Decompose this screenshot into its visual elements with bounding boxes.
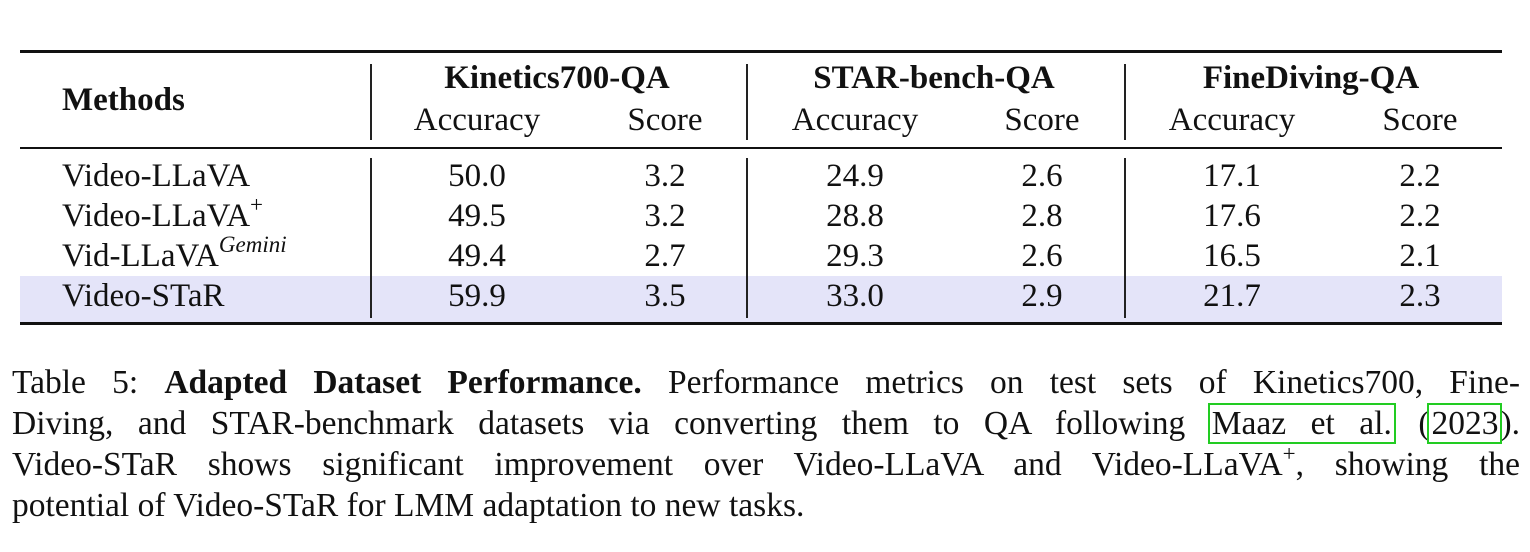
- column-header: Score: [627, 102, 703, 138]
- table-cell: 17.1: [1203, 158, 1261, 194]
- table-cell: 49.5: [448, 198, 506, 234]
- table-cell: 17.6: [1203, 198, 1261, 234]
- method-label: Video-LLaVA: [62, 158, 251, 194]
- column-divider: [746, 158, 748, 318]
- method-name: Video-LLaVA: [62, 156, 250, 196]
- table-cell: 3.2: [644, 198, 686, 234]
- table-cell: 2.6: [1021, 158, 1063, 194]
- method-name: Video-STaR: [62, 276, 225, 316]
- table-cell: 33.0: [826, 278, 884, 314]
- table-cell: 2.1: [1399, 238, 1441, 274]
- column-divider: [370, 158, 372, 318]
- method-label: Vid-LLaVA: [62, 238, 219, 274]
- caption-text: , showing the: [1295, 446, 1520, 483]
- caption-line: Video-STaR shows significant improvement…: [12, 441, 1520, 485]
- caption-line: potential of Video-STaR for LMM adaptati…: [12, 487, 805, 524]
- caption-text: ).: [1500, 405, 1521, 442]
- column-divider: [1124, 64, 1126, 140]
- method-superscript: +: [250, 192, 264, 217]
- column-divider: [746, 64, 748, 140]
- group-header: STAR-bench-QA: [813, 60, 1055, 96]
- method-superscript: Gemini: [218, 232, 287, 257]
- table-cell: 3.5: [644, 278, 686, 314]
- method-label: Video-STaR: [62, 278, 225, 314]
- table-cell: 59.9: [448, 278, 506, 314]
- caption-text: (: [1418, 405, 1430, 442]
- column-header: Accuracy: [791, 102, 919, 138]
- table-cell: 2.2: [1399, 198, 1441, 234]
- table-cell: 2.2: [1399, 158, 1441, 194]
- table-cell: 29.3: [826, 238, 884, 274]
- caption-line: Diving, and STAR-benchmark datasets via …: [12, 403, 1520, 444]
- table-cell: 2.9: [1021, 278, 1063, 314]
- method-name: Vid-LLaVAGemini: [62, 233, 287, 276]
- column-header: Accuracy: [413, 102, 541, 138]
- table-caption: Table 5: Adapted Dataset Performance. Pe…: [12, 362, 1520, 526]
- table-cell: 2.3: [1399, 278, 1441, 314]
- methods-header: Methods: [62, 82, 185, 118]
- table-cell: 2.6: [1021, 238, 1063, 274]
- caption-text: Performance metrics on test sets of Kine…: [667, 364, 1521, 401]
- caption-title: Adapted Dataset Performance.: [164, 364, 642, 401]
- group-header: Kinetics700-QA: [444, 60, 670, 96]
- table-cell: 24.9: [826, 158, 884, 194]
- table-cell: 3.2: [644, 158, 686, 194]
- bottom-rule: [20, 322, 1502, 325]
- table-cell: 2.8: [1021, 198, 1063, 234]
- citation-year-link[interactable]: 2023: [1427, 403, 1503, 444]
- method-label: Video-LLaVA: [62, 198, 251, 234]
- column-divider: [1124, 158, 1126, 318]
- column-header: Score: [1004, 102, 1080, 138]
- caption-label: Table 5:: [12, 364, 139, 401]
- caption-line: Table 5: Adapted Dataset Performance. Pe…: [12, 362, 1520, 403]
- citation-author-link[interactable]: Maaz et al.: [1207, 403, 1396, 444]
- highlight-row-background: [20, 276, 1502, 322]
- table-cell: 16.5: [1203, 238, 1261, 274]
- column-header: Accuracy: [1168, 102, 1296, 138]
- caption-text: Video-STaR shows significant improvement…: [12, 446, 1283, 483]
- header-rule: [20, 147, 1502, 149]
- column-header: Score: [1382, 102, 1458, 138]
- top-rule: [20, 50, 1502, 53]
- table-cell: 50.0: [448, 158, 506, 194]
- column-divider: [370, 64, 372, 140]
- table-cell: 21.7: [1203, 278, 1261, 314]
- group-header: FineDiving-QA: [1202, 60, 1420, 96]
- method-name: Video-LLaVA+: [62, 193, 263, 236]
- table-cell: 49.4: [448, 238, 506, 274]
- table-cell: 2.7: [644, 238, 686, 274]
- caption-text: Diving, and STAR-benchmark datasets via …: [12, 405, 1186, 442]
- caption-superscript: +: [1282, 441, 1296, 466]
- table-cell: 28.8: [826, 198, 884, 234]
